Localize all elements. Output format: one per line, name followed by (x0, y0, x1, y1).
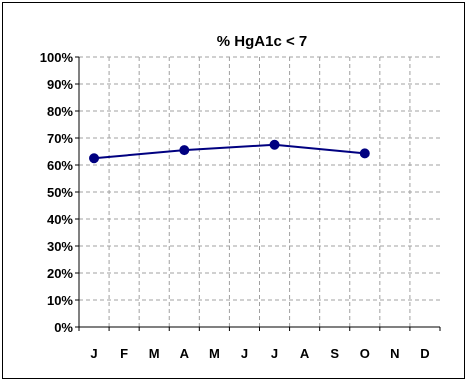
y-tick-label: 70% (47, 131, 73, 146)
data-point (179, 145, 190, 156)
y-tick-label: 40% (47, 212, 73, 227)
y-tick-label: 100% (40, 50, 74, 65)
y-tick-label: 90% (47, 77, 73, 92)
y-tick-label: 20% (47, 266, 73, 281)
grid-lines (79, 56, 440, 327)
x-tick-label: S (330, 346, 339, 361)
x-tick-label: A (300, 346, 310, 361)
x-tick-label: J (90, 346, 97, 361)
x-tick-label: A (180, 346, 190, 361)
y-tick-label: 30% (47, 239, 73, 254)
y-tick-label: 0% (54, 320, 73, 335)
x-tick-label: J (241, 346, 248, 361)
data-point (269, 139, 280, 150)
x-tick-label: M (209, 346, 220, 361)
x-tick-label: N (390, 346, 399, 361)
data-point (89, 153, 100, 164)
series-line (93, 143, 365, 160)
series-group (89, 139, 370, 164)
y-tick-label: 60% (47, 158, 73, 173)
chart-title: % HgA1c < 7 (217, 33, 307, 50)
x-tick-label: F (120, 346, 128, 361)
y-tick-label: 50% (47, 185, 73, 200)
y-tick-label: 10% (47, 293, 73, 308)
data-point (359, 148, 370, 159)
y-axis-ticks: 0% 10% 20% 30% 40% 50% 60% 70% 80% 90% 100% (40, 50, 79, 335)
y-tick-label: 80% (47, 104, 73, 119)
x-tick-label: M (149, 346, 160, 361)
x-tick-label: O (360, 346, 370, 361)
x-tick-label: J (271, 346, 278, 361)
x-tick-label: D (420, 346, 429, 361)
